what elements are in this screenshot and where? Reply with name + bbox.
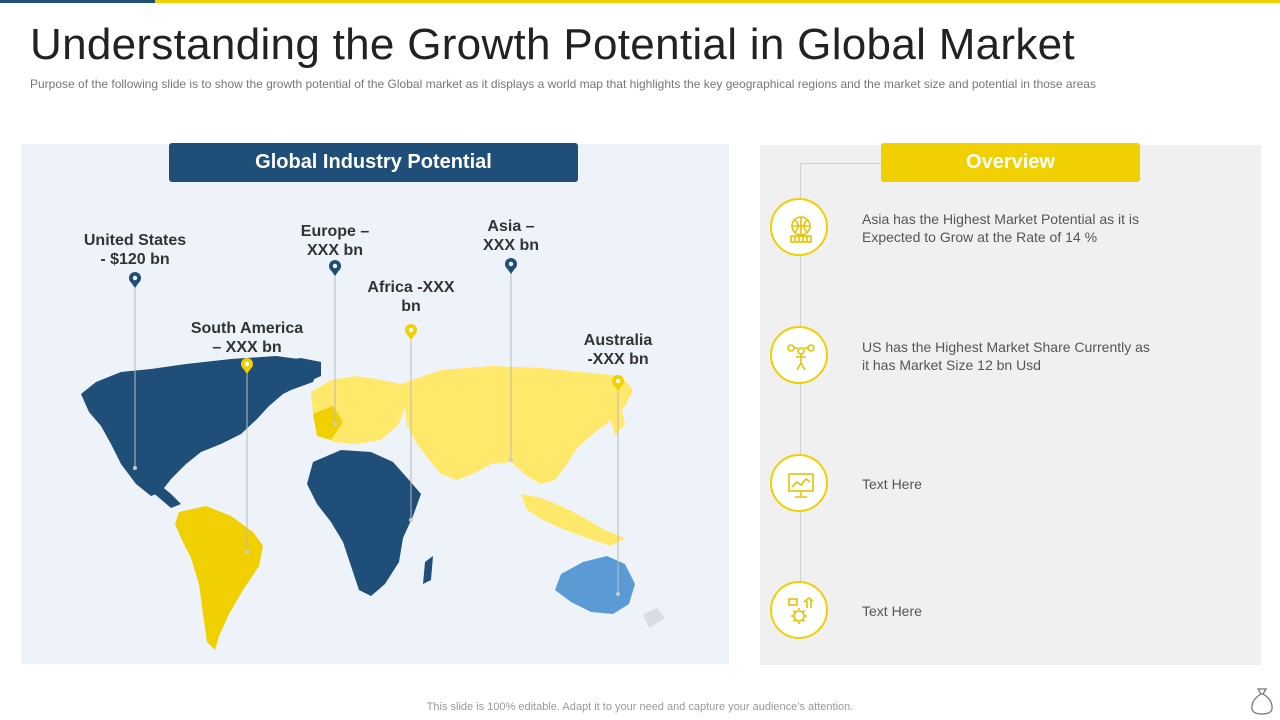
region-label-south-america: South America – XXX bn	[191, 319, 303, 357]
pin-south-america	[241, 358, 253, 374]
pin-europe	[329, 260, 341, 276]
region-value: -XXX bn	[587, 351, 649, 368]
top-accent-bar-yellow	[155, 0, 1280, 3]
region-label-europe: Europe – XXX bn	[301, 222, 369, 260]
money-bag-icon	[1251, 688, 1273, 715]
region-name: Asia –	[487, 218, 535, 235]
region-value: bn	[401, 298, 421, 315]
footer-note: This slide is 100% editable. Adapt it to…	[426, 701, 854, 713]
region-name: Europe –	[300, 223, 370, 240]
overview-item-line: Asia has the Highest Market Potential as…	[862, 211, 1140, 227]
map-greenland	[261, 358, 321, 390]
monitor-chart-icon	[770, 454, 828, 512]
overview-item-line: it has Market Size 12 bn Usd	[862, 357, 1041, 373]
overview-item-line: Text Here	[862, 476, 922, 492]
map-africa	[307, 450, 421, 596]
leader-lines	[134, 270, 619, 594]
region-name: Africa -XXX	[367, 279, 455, 296]
globe-chart-icon	[770, 198, 828, 256]
region-name: South America	[190, 320, 304, 337]
region-label-united-states: United States - $120 bn	[84, 231, 186, 269]
overview-item-3-text: Text Here	[862, 475, 1192, 493]
page-subtitle: Purpose of the following slide is to sho…	[30, 77, 1096, 91]
overview-item-line: Expected to Grow at the Rate of 14 %	[862, 229, 1098, 245]
map-asia	[401, 366, 633, 484]
map-central-america	[139, 474, 181, 508]
map-australia	[555, 556, 635, 614]
overview-panel	[760, 145, 1261, 665]
gear-growth-icon	[770, 581, 828, 639]
region-label-africa: Africa -XXX bn	[367, 278, 454, 316]
map-north-america	[81, 356, 321, 496]
world-map	[81, 258, 665, 650]
overview-connector-line	[800, 163, 801, 613]
map-south-america	[175, 506, 263, 650]
overview-item-4-text: Text Here	[862, 602, 1192, 620]
pin-australia	[612, 375, 624, 391]
overview-item-1-text: Asia has the Highest Market Potential as…	[862, 210, 1192, 246]
map-panel-header: Global Industry Potential	[169, 143, 578, 182]
map-madagascar	[423, 556, 433, 584]
region-value: XXX bn	[306, 242, 363, 259]
pin-africa	[405, 324, 417, 340]
region-label-asia: Asia – XXX bn	[483, 217, 539, 255]
page-title: Understanding the Growth Potential in Gl…	[30, 20, 1075, 69]
region-value: - $120 bn	[100, 251, 170, 268]
person-ideas-icon	[770, 326, 828, 384]
pin-asia	[505, 258, 517, 274]
top-accent-bar-blue	[0, 0, 155, 3]
map-japan	[609, 406, 625, 436]
overview-item-line: US has the Highest Market Share Currentl…	[862, 339, 1150, 355]
region-name: Australia	[583, 332, 653, 349]
map-new-zealand	[643, 608, 665, 628]
overview-connector-line-top	[800, 163, 881, 164]
overview-item-2-text: US has the Highest Market Share Currentl…	[862, 338, 1192, 374]
pin-united-states	[129, 272, 141, 288]
region-value: – XXX bn	[212, 339, 282, 356]
region-label-australia: Australia -XXX bn	[584, 331, 652, 369]
overview-header: Overview	[881, 143, 1140, 182]
map-southeast-asia	[521, 494, 625, 546]
region-name: United States	[83, 232, 187, 249]
overview-item-line: Text Here	[862, 603, 922, 619]
region-pins	[129, 258, 624, 391]
region-value: XXX bn	[482, 237, 540, 254]
